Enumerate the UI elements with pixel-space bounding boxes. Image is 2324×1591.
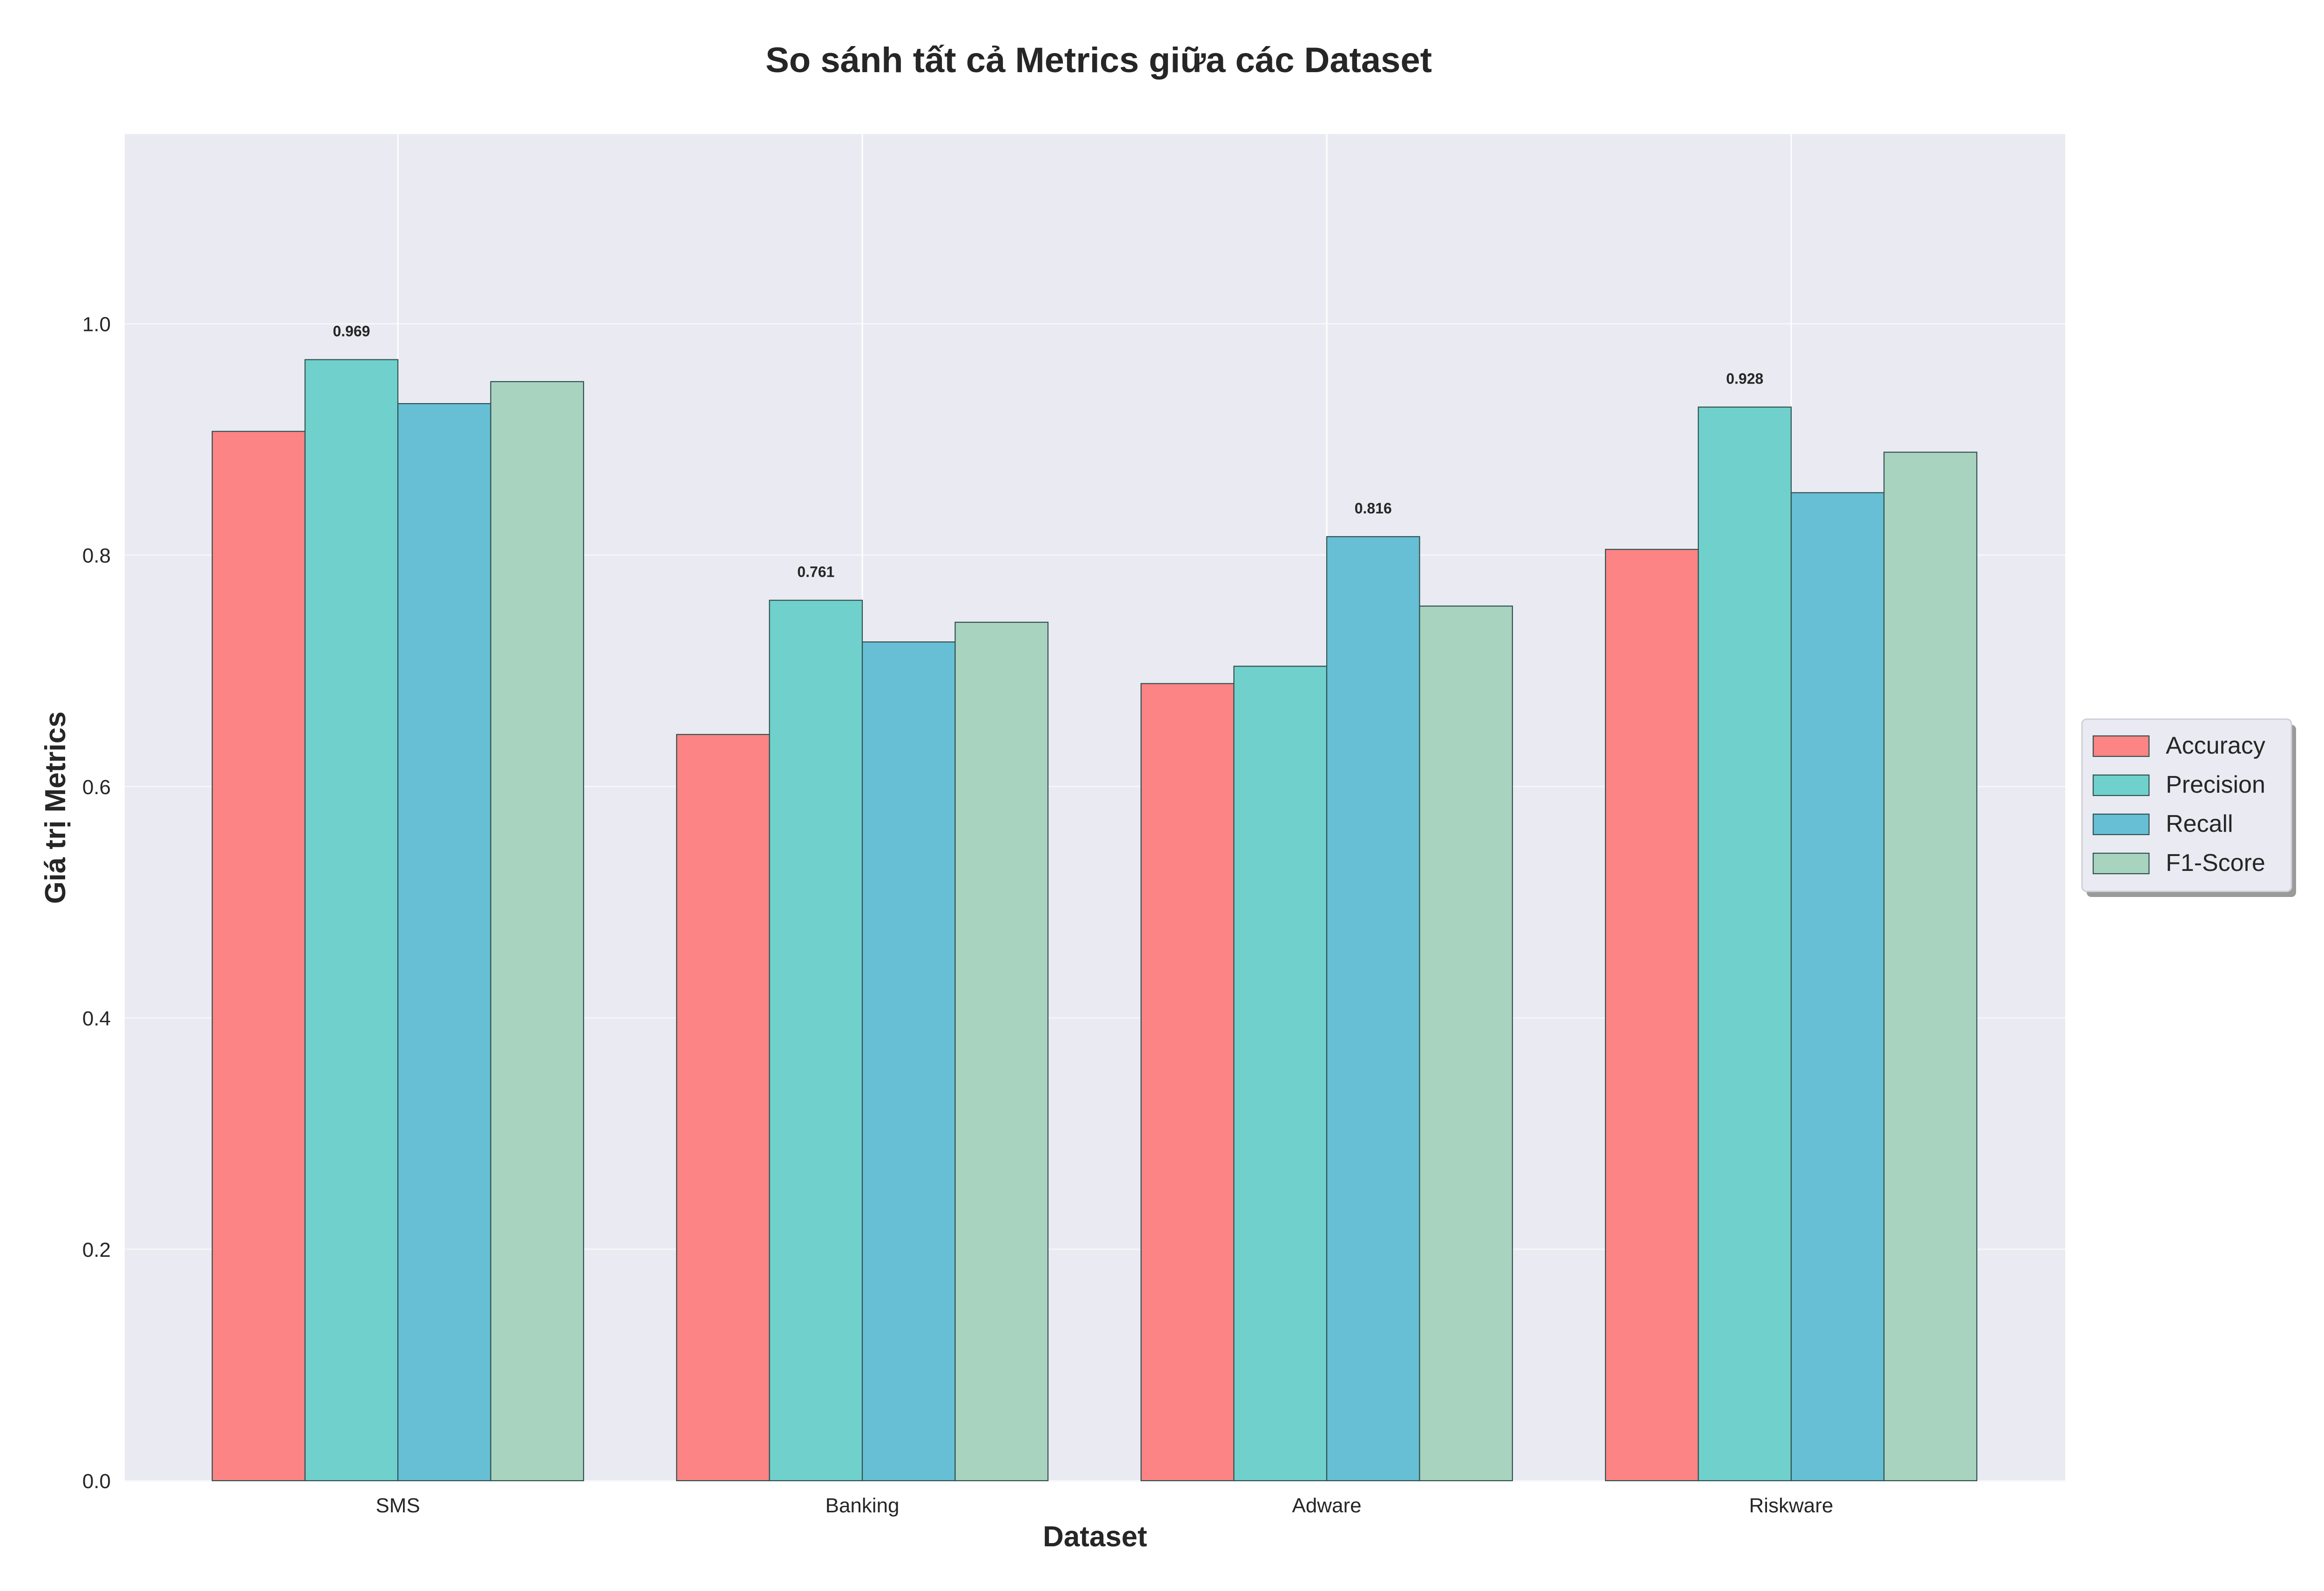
data-label: 0.816 (1355, 500, 1392, 517)
y-tick-label: 1.0 (82, 313, 111, 336)
bar-recall-sms (397, 403, 491, 1482)
bar-recall-adware (1326, 536, 1420, 1482)
x-tick-label: Adware (1292, 1494, 1361, 1517)
x-tick-label: Banking (825, 1494, 899, 1517)
bar-precision-riskware (1698, 406, 1792, 1482)
y-tick-label: 0.8 (82, 545, 111, 567)
bar-precision-banking (769, 600, 863, 1482)
x-tick-label: Riskware (1749, 1494, 1834, 1517)
bar-f1-score-riskware (1883, 452, 1978, 1482)
bar-accuracy-adware (1140, 683, 1235, 1482)
bar-f1-score-adware (1419, 605, 1513, 1482)
data-label: 0.761 (797, 564, 834, 580)
x-axis-title: Dataset (1043, 1521, 1147, 1553)
bar-f1-score-banking (954, 621, 1049, 1482)
legend-label: Accuracy (2166, 732, 2265, 759)
legend-swatch (2092, 735, 2150, 757)
legend-swatch (2092, 852, 2150, 875)
bar-recall-banking (861, 641, 956, 1482)
legend-label: Recall (2166, 810, 2233, 837)
y-tick-label: 0.6 (82, 776, 111, 799)
x-tick-label: SMS (376, 1494, 420, 1517)
y-axis-title: Giá trị Metrics (40, 711, 72, 903)
bar-accuracy-banking (676, 734, 770, 1482)
y-tick-label: 0.4 (82, 1007, 111, 1030)
bar-precision-sms (304, 359, 399, 1482)
legend: Accuracy Precision Recall F1-Score (2081, 718, 2296, 897)
legend-box (2081, 718, 2292, 892)
legend-label: Precision (2166, 771, 2265, 798)
y-tick-label: 0.0 (82, 1470, 111, 1493)
bar-precision-adware (1233, 666, 1328, 1482)
chart-title: So sánh tất cả Metrics giữa các Dataset (766, 40, 1432, 80)
data-label: 0.928 (1726, 371, 1763, 387)
bar-accuracy-sms (211, 431, 306, 1482)
data-label: 0.969 (333, 323, 370, 340)
bar-f1-score-sms (490, 381, 584, 1482)
legend-swatch (2092, 813, 2150, 836)
legend-label: F1-Score (2166, 849, 2265, 876)
y-tick-label: 0.2 (82, 1239, 111, 1261)
bar-recall-riskware (1790, 492, 1885, 1482)
legend-swatch (2092, 774, 2150, 796)
bar-accuracy-riskware (1605, 549, 1699, 1482)
